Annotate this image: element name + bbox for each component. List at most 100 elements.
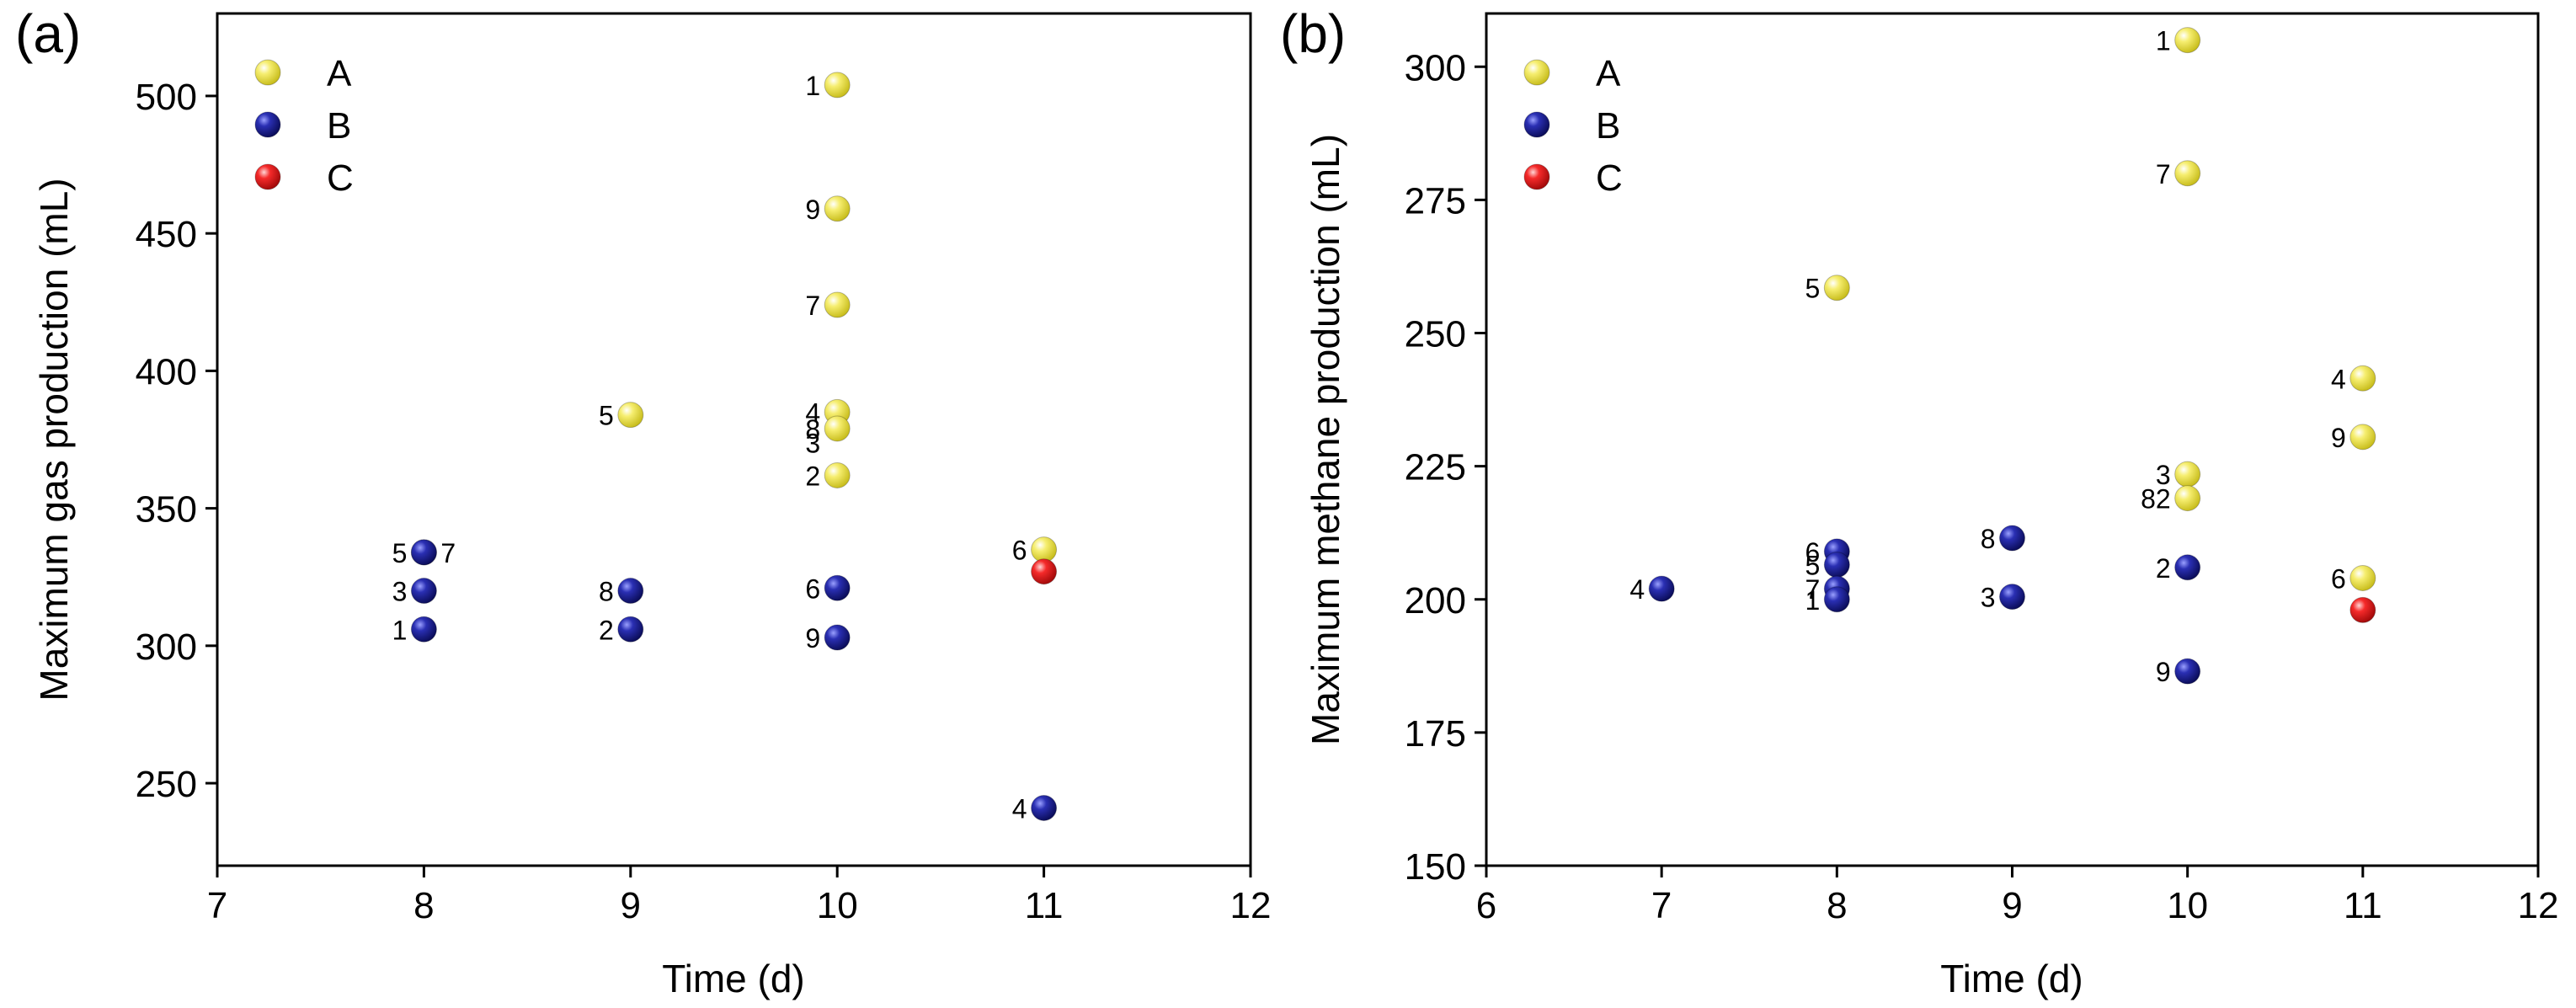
- data-point-b: [1823, 552, 1850, 579]
- x-tick-label: 11: [2344, 885, 2382, 926]
- legend-label: C: [327, 157, 354, 199]
- y-tick-label: 150: [1405, 846, 1466, 888]
- panel-label: (a): [15, 3, 81, 64]
- data-point-a: [2349, 365, 2376, 392]
- y-tick-label: 300: [1405, 47, 1466, 88]
- data-point-a: [2349, 564, 2376, 591]
- data-point-a: [1823, 275, 1850, 301]
- y-tick-label: 450: [136, 214, 197, 255]
- point-label: 3: [805, 428, 820, 458]
- x-tick-label: 10: [2167, 885, 2208, 926]
- legend-label: B: [327, 105, 351, 147]
- point-label: 6: [805, 573, 820, 604]
- data-point-b: [1823, 586, 1850, 613]
- data-point-a: [1031, 536, 1058, 563]
- data-point-a: [2349, 424, 2376, 451]
- legend-marker-c: [254, 163, 281, 190]
- legend-marker-a: [1523, 59, 1550, 86]
- point-label: 2: [805, 461, 820, 491]
- legend-marker-b: [254, 111, 281, 138]
- point-label: 6: [1805, 537, 1821, 568]
- data-point-c: [2349, 596, 2376, 623]
- x-tick-label: 9: [2002, 885, 2022, 926]
- x-tick-label: 9: [621, 885, 641, 926]
- legend-label: A: [1596, 53, 1621, 94]
- legend-label: C: [1596, 157, 1623, 199]
- legend: ABC: [1523, 53, 1623, 199]
- data-point-c: [1031, 558, 1058, 585]
- x-axis-title: Time (d): [662, 957, 805, 1000]
- data-point-a: [824, 291, 851, 318]
- point-label: 6: [1012, 536, 1027, 566]
- legend-label: A: [327, 53, 352, 94]
- point-label: 1: [2156, 26, 2171, 56]
- x-tick-label: 8: [1827, 885, 1847, 926]
- point-label: 4: [1629, 574, 1645, 605]
- x-tick-label: 7: [1651, 885, 1672, 926]
- y-tick-label: 250: [1405, 314, 1466, 355]
- point-label: 3: [2156, 460, 2171, 490]
- point-label: 5: [1805, 274, 1821, 304]
- data-point-b: [410, 539, 437, 566]
- legend: ABC: [254, 53, 354, 199]
- y-tick-label: 500: [136, 77, 197, 118]
- y-tick-label: 350: [136, 489, 197, 531]
- x-tick-label: 10: [817, 885, 858, 926]
- y-axis-title: Maximum gas production (mL): [32, 178, 76, 701]
- plot-frame: [216, 12, 1252, 867]
- x-tick-label: 8: [413, 885, 434, 926]
- y-tick-label: 250: [136, 764, 197, 805]
- point-label: 8: [1981, 524, 1996, 554]
- data-point-b: [2174, 554, 2201, 581]
- point-label: 9: [2331, 423, 2346, 453]
- point-label: 7: [440, 538, 456, 568]
- legend-label: B: [1596, 105, 1620, 147]
- point-label: 8: [599, 577, 614, 607]
- point-label: 1: [1805, 585, 1821, 616]
- point-label: 5: [392, 538, 408, 568]
- data-point-b: [2174, 658, 2201, 685]
- plot-frame: [1485, 12, 2540, 867]
- point-label: 82: [2141, 484, 2171, 515]
- data-point-b: [1999, 584, 2025, 611]
- data-point-a: [824, 415, 851, 442]
- y-tick-label: 300: [136, 627, 197, 668]
- data-point-b: [1999, 525, 2025, 552]
- data-point-b: [1031, 794, 1058, 821]
- point-label: 2: [2156, 553, 2171, 584]
- point-label: 1: [805, 71, 820, 101]
- data-point-a: [617, 402, 644, 429]
- data-point-b: [1648, 575, 1675, 602]
- y-tick-label: 225: [1405, 447, 1466, 488]
- data-point-a: [824, 72, 851, 99]
- y-tick-label: 175: [1405, 713, 1466, 755]
- x-tick-label: 12: [2518, 885, 2559, 926]
- x-axis-title: Time (d): [1940, 957, 2083, 1000]
- point-label: 4: [2331, 364, 2346, 394]
- legend-marker-c: [1523, 163, 1550, 190]
- point-label: 9: [805, 623, 820, 653]
- data-point-a: [2174, 485, 2201, 512]
- point-label: 4: [1012, 793, 1027, 824]
- point-label: 1: [392, 615, 408, 645]
- point-label: 7: [805, 291, 820, 321]
- y-tick-label: 400: [136, 351, 197, 392]
- data-point-b: [410, 616, 437, 643]
- point-label: 3: [392, 577, 408, 607]
- x-tick-label: 12: [1230, 885, 1272, 926]
- data-point-b: [824, 574, 851, 601]
- y-axis-title: Maximum methane production (mL): [1304, 134, 1347, 745]
- legend-marker-a: [254, 59, 281, 86]
- data-point-a: [2174, 461, 2201, 488]
- data-point-a: [2174, 27, 2201, 54]
- point-label: 8: [805, 414, 820, 445]
- y-tick-label: 275: [1405, 180, 1466, 221]
- point-label: 7: [2156, 159, 2171, 189]
